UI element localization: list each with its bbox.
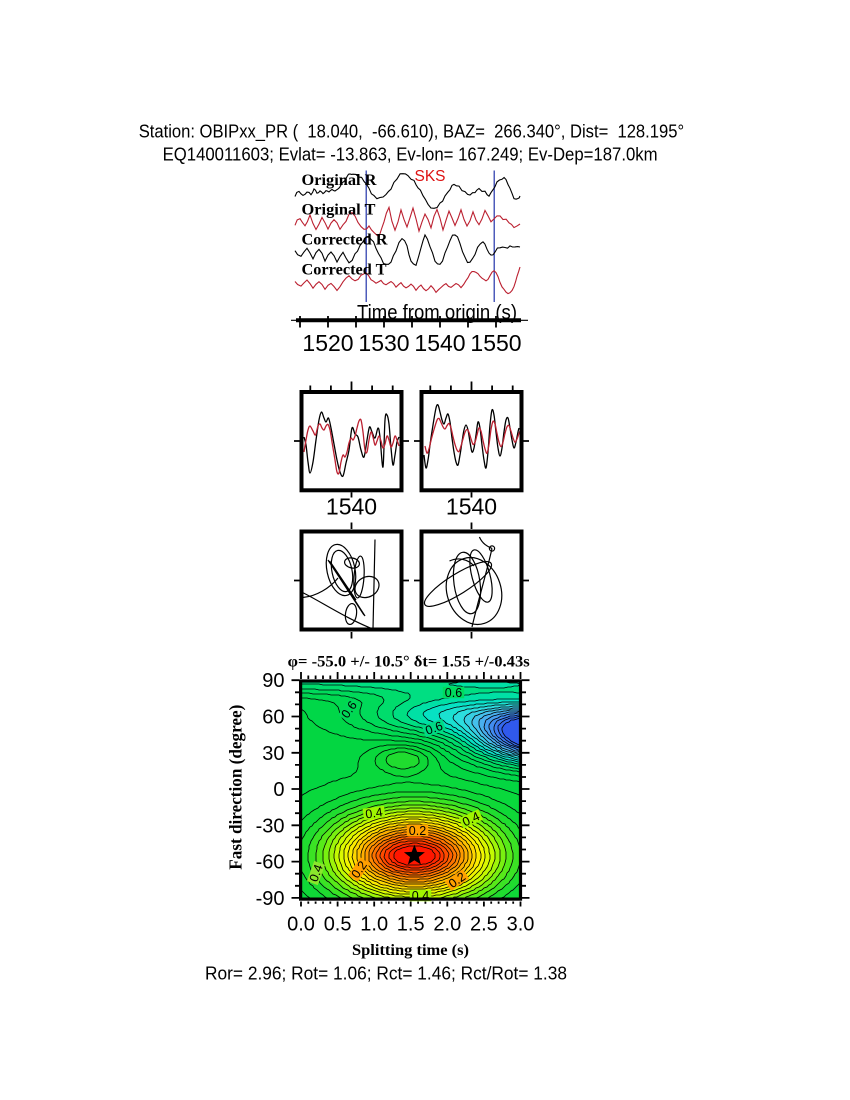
- svg-text:2.5: 2.5: [470, 914, 498, 936]
- svg-text:1530: 1530: [358, 330, 409, 356]
- svg-text:Time from origin (s): Time from origin (s): [357, 302, 517, 324]
- svg-text:Corrected T: Corrected T: [302, 262, 388, 279]
- svg-text:1540: 1540: [446, 494, 497, 520]
- svg-text:1540: 1540: [326, 494, 377, 520]
- svg-text:0: 0: [273, 779, 284, 801]
- svg-text:0.4: 0.4: [307, 863, 326, 884]
- svg-text:1.0: 1.0: [360, 914, 388, 936]
- svg-text:φ= -55.0 +/- 10.5° δt= 1.55 +/: φ= -55.0 +/- 10.5° δt= 1.55 +/-0.43s: [288, 654, 530, 671]
- svg-text:Original T: Original T: [302, 202, 377, 219]
- svg-text:0.6: 0.6: [445, 686, 462, 700]
- svg-text:Station: OBIPxx_PR ( 18.040,: Station: OBIPxx_PR ( 18.040, -66.610), B…: [139, 121, 684, 143]
- svg-text:3.0: 3.0: [507, 914, 535, 936]
- svg-text:30: 30: [262, 743, 284, 765]
- svg-text:0.2: 0.2: [409, 824, 426, 838]
- svg-text:90: 90: [262, 670, 284, 692]
- svg-text:1520: 1520: [302, 330, 353, 356]
- svg-text:EQ140011603; Evlat= -13.863, E: EQ140011603; Evlat= -13.863, Ev-lon= 167…: [163, 144, 658, 165]
- svg-text:-90: -90: [256, 888, 285, 910]
- svg-text:SKS: SKS: [414, 168, 445, 185]
- svg-text:Fast direction (degree): Fast direction (degree): [225, 705, 246, 870]
- svg-text:60: 60: [262, 707, 284, 729]
- svg-text:1540: 1540: [414, 330, 465, 356]
- svg-text:0.4: 0.4: [412, 889, 429, 903]
- svg-text:0.4: 0.4: [364, 805, 383, 821]
- svg-text:1550: 1550: [470, 330, 521, 356]
- svg-text:Ror= 2.96; Rot= 1.06; Rct= 1.4: Ror= 2.96; Rot= 1.06; Rct= 1.46; Rct/Rot…: [205, 963, 567, 984]
- svg-text:2.0: 2.0: [433, 914, 461, 936]
- svg-text:1.5: 1.5: [397, 914, 425, 936]
- svg-text:0.4: 0.4: [460, 809, 482, 829]
- svg-text:-30: -30: [256, 815, 285, 837]
- svg-text:-60: -60: [256, 852, 285, 874]
- svg-text:Original R: Original R: [302, 172, 378, 189]
- svg-text:0.5: 0.5: [324, 914, 352, 936]
- svg-text:Corrected R: Corrected R: [302, 232, 389, 249]
- svg-text:Splitting time (s): Splitting time (s): [352, 942, 469, 959]
- svg-text:0.0: 0.0: [287, 914, 315, 936]
- svg-text:0.6: 0.6: [424, 719, 445, 738]
